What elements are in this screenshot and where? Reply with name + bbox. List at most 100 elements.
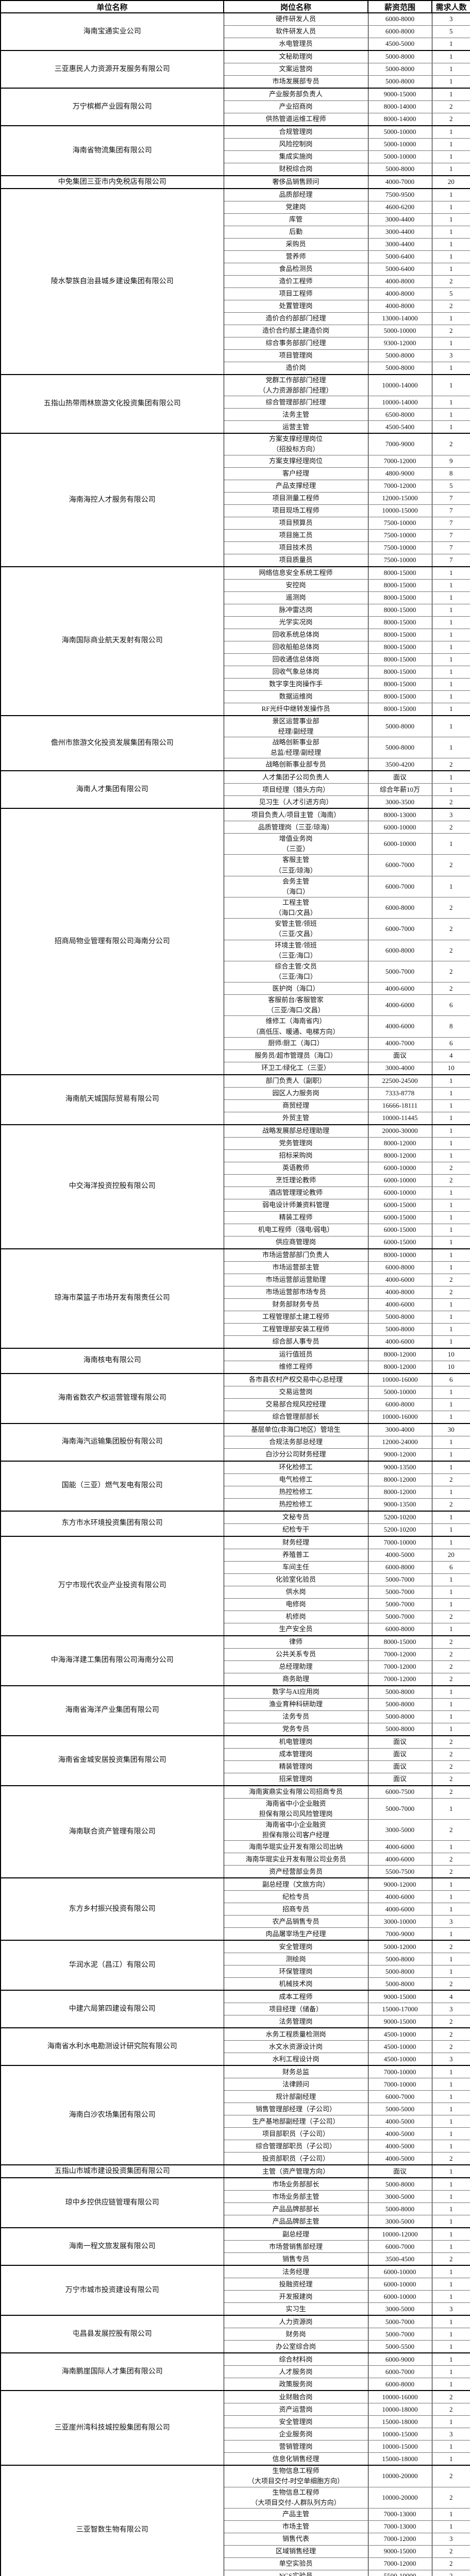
salary-cell: 10000-18000 [367,2403,432,2416]
count-cell: 1 [431,163,470,176]
position-cell: 商务助理 [223,1672,368,1686]
count-cell: 7 [431,492,470,505]
position-cell: 环化检修工 [223,1460,368,1474]
position-cell: 纪检专员 [223,1890,368,1904]
position-cell: 市场营销售部经理 [223,2240,368,2253]
salary-cell: 8000-15000 [367,591,432,604]
table-row: 中免集团三亚市内免税店有限公司 奢侈品销售顾问 4000-7000 20 [0,175,470,189]
salary-cell: 5000-8000 [367,75,432,89]
salary-cell: 5000-8000 [367,362,432,375]
salary-cell: 5500-7500 [367,1865,432,1878]
count-cell: 1 [431,2265,470,2279]
table-row: 热控检修工 9000-13500 2 [1,1498,470,1512]
count-cell: 2 [431,1273,470,1286]
position-cell: 办公室综合岗 [223,2340,368,2353]
table-row: 万宁槟榔产业园有限公司 产业服务部负责人 9000-15000 1 [0,88,470,126]
position-cell: 产品主管 [223,2507,368,2521]
table-row: 市场运营部运营助理 4000-6000 2 [1,1273,470,1286]
salary-cell: 5000-12000 [367,1940,432,1954]
table-row: 生物信息工程师 （大项目交付-人群队列方向） 10000-20000 2 [1,2486,470,2509]
count-cell: 10 [431,1360,470,1374]
count-cell: 1 [431,2365,470,2379]
salary-cell: 5000-8000 [367,1698,432,1711]
table-row: 琼中乡控供应链管理有限公司 市场业务部部长 5000-8000 1 [0,2177,470,2228]
salary-cell: 10000-11445 [367,1111,432,1125]
position-cell: 食品检测员 [223,263,368,276]
position-cell: 综合材料岗 [223,2352,368,2366]
salary-cell: 6000-10000 [367,821,432,834]
count-cell: 1 [431,1598,470,1611]
salary-cell: 8000-14000 [367,100,432,113]
table-row: 儋州市旅游文化投资发展集团有限公司 景区运营事业部 经理/副经理 5000-8000… [0,715,470,771]
table-row: 海南省海洋产业集团有限公司 数字与AI应用岗 5000-8000 1 [0,1685,470,1736]
salary-cell: 4000-6000 [367,1273,432,1286]
position-cell: 精装工程师 [223,1211,368,1224]
count-cell: 20 [431,175,470,189]
table-row: 项目测量工程师 12000-15000 7 [1,492,470,505]
company-cell: 琼海市菜篮子市场开发有限责任公司 [0,1248,224,1349]
table-row: 人才服务岗 6000-7000 1 [1,2365,470,2379]
position-cell: 造价工程师 [223,275,368,288]
table-row: 生产安全员 6000-8000 1 [1,1622,470,1636]
count-cell: 9 [431,454,470,468]
position-cell: 维修工程师 [223,1360,368,1374]
position-cell: 党务专员 [223,1722,368,1736]
table-row: NGS实验员 5500-10000 2 [1,2569,470,2576]
table-row: 海南华琨实业开发有限公司业务员 4000-6000 2 [1,1853,470,1866]
position-cell: 测绘岗 [223,1953,368,1966]
count-cell: 2 [431,1772,470,1786]
position-cell: 区域销售经理 [223,2545,368,2558]
count-cell: 3 [431,2532,470,2546]
position-cell: 项目测量工程师 [223,492,368,505]
count-cell: 1 [431,1965,470,1978]
salary-cell: 9000-12000 [367,1877,432,1891]
position-cell: 销售管理部经理（子公司） [223,2103,368,2116]
count-cell: 3 [431,1915,470,1928]
position-cell: 安管主管/领班 （三亚/文昌） [223,918,368,940]
count-cell: 2 [431,2557,470,2570]
table-row: 海南航天城国际贸易有限公司 部门负责人（副职） 22500-24500 1 [0,1074,470,1125]
position-cell: 品质部经理 [223,188,368,201]
salary-cell: 4000-6000 [367,1853,432,1866]
position-cell: 综合主管/文员 （三亚/海口） [223,960,368,983]
table-row: 项目经理（储备） 15000-17000 3 [1,2003,470,2016]
company-cell: 三亚智数生物有限公司 [0,2465,224,2576]
count-cell: 1 [431,2378,470,2391]
position-cell: 环境主管/领班 （三亚/海口） [223,939,368,961]
table-row: 合规法务部总经理 12000-24000 1 [1,1435,470,1449]
salary-cell: 4000-5000 [367,2140,432,2153]
position-cell: 回收系统总体岗 [223,628,368,641]
job-table-body: 海南宝通实业公司 硬件研发人员 6000-8000 3 软件研发人员 6000-8000 5… [0,12,470,2576]
salary-cell: 7000-13000 [367,2520,432,2533]
count-cell: 1 [431,715,470,737]
position-cell: 医护岗（海口） [223,982,368,995]
count-cell: 2 [431,1610,470,1623]
table-row: 法律顾问 7000-10000 1 [1,2078,470,2091]
position-cell: 市场业务部主管 [223,2190,368,2204]
table-row: 招商专员 4000-6000 1 [1,1903,470,1916]
salary-cell: 面议 [367,1772,432,1786]
position-cell: 法务专员 [223,1710,368,1723]
count-cell: 1 [431,1798,470,1820]
table-row: 营销管理岗 10000-15000 1 [1,2440,470,2453]
salary-cell: 面议 [367,770,432,784]
position-cell: 战略发展部总经理助理 [223,1124,368,1138]
position-cell: 风险控制岗 [223,138,368,151]
salary-cell: 7000-12000 [367,1648,432,1661]
count-cell: 2 [431,1735,470,1749]
count-cell: 2 [431,433,470,455]
count-cell: 2 [431,982,470,995]
count-cell: 1 [431,1535,470,1549]
salary-cell: 4500-5400 [367,420,432,434]
salary-cell: 5000-10000 [367,325,432,337]
count-cell: 6 [431,994,470,1016]
salary-cell: 3500-4500 [367,2252,432,2266]
position-cell: 增值业务岗 （三亚） [223,833,368,855]
count-cell: 1 [431,2352,470,2366]
table-row: 国能（三亚）燃气发电有限公司 环化检修工 9000-13500 1 [0,1460,470,1512]
salary-cell: 5000-6400 [367,263,432,276]
salary-cell: 6000-8000 [367,1561,432,1574]
salary-cell: 面议 [367,1735,432,1749]
salary-cell: 8000-12000 [367,1473,432,1486]
salary-cell: 4000-5000 [367,1548,432,1562]
